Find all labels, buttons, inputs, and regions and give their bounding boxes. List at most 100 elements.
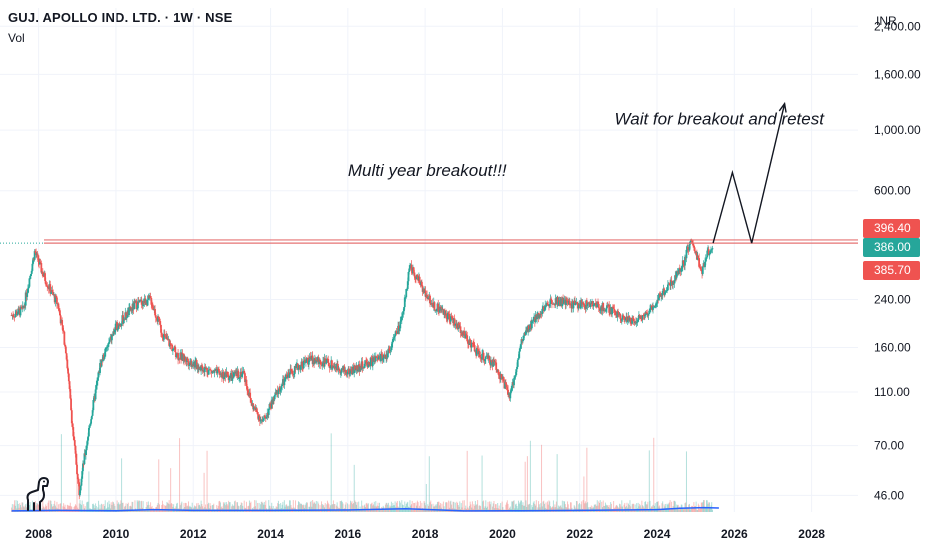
volume-bar (413, 502, 415, 512)
volume-bar (60, 503, 62, 512)
volume-bar (154, 509, 156, 512)
candle-body (664, 292, 666, 295)
volume-indicator-label[interactable]: Vol (8, 31, 25, 45)
candle-body (554, 304, 556, 306)
price-tick-label: 160.00 (874, 341, 911, 355)
candle-body (262, 418, 265, 421)
candle-body (375, 356, 378, 358)
candle-body (412, 267, 415, 273)
volume-bar (54, 505, 56, 512)
time-axis[interactable]: 2008 2010 2012 2014 2016 2018 2020 2022 2024 2026… (25, 527, 825, 541)
volume-bar (700, 507, 702, 512)
candle-body (710, 249, 713, 251)
volume-bar (544, 503, 545, 512)
volume-bar (189, 505, 191, 512)
candle-body (23, 305, 26, 308)
candle-body (18, 308, 20, 310)
volume-bars (11, 433, 713, 512)
volume-bar (578, 504, 580, 512)
volume-bar (547, 504, 549, 512)
volume-bar (315, 500, 317, 512)
candle-body (67, 373, 70, 382)
candle-body (632, 318, 634, 320)
candle-body (478, 351, 481, 358)
volume-bar (186, 506, 188, 512)
candle-body (522, 340, 524, 342)
candle-body (697, 255, 700, 259)
volume-bar (364, 504, 366, 512)
symbol-title[interactable]: GUJ. APOLLO IND. LTD. · 1W · NSE (8, 10, 233, 25)
volume-bar (159, 504, 160, 512)
candle-body (177, 353, 179, 360)
candle-body (596, 301, 599, 308)
volume-bar (67, 505, 69, 512)
candle-body (613, 308, 616, 312)
candle-body (169, 343, 172, 345)
volume-bar (497, 502, 499, 512)
candle-body (16, 313, 19, 316)
volume-bar (573, 505, 575, 512)
volume-bar (304, 505, 306, 512)
candle-body (606, 305, 608, 309)
volume-bar (255, 500, 257, 512)
candle-body (648, 310, 651, 314)
volume-bar (245, 501, 247, 512)
volume-bar (329, 505, 331, 512)
volume-bar (498, 505, 500, 512)
volume-bar (507, 503, 509, 512)
volume-bar (347, 509, 349, 512)
candle-body (364, 361, 367, 364)
candle-body (546, 302, 549, 305)
volume-bar (473, 504, 475, 512)
volume-bar (420, 509, 422, 512)
volume-bar (221, 506, 223, 512)
volume-bar (668, 503, 670, 512)
candle-body (133, 301, 136, 310)
candle-body (661, 291, 664, 296)
volume-bar (64, 504, 66, 512)
volume-bar (310, 500, 312, 512)
volume-bar (412, 509, 414, 512)
volume-bar (25, 504, 27, 512)
chart-header: GUJ. APOLLO IND. LTD. · 1W · NSE Vol (8, 10, 233, 45)
volume-bar (421, 502, 423, 512)
candle-body (632, 319, 635, 322)
volume-bar (647, 501, 649, 512)
candle-body (284, 378, 287, 380)
candle-body (626, 320, 629, 322)
candle-body (630, 323, 633, 325)
price-axis[interactable]: 2,400.00 1,600.00 1,000.00 600.00 240.00 160.… (874, 19, 921, 502)
candle-body (171, 349, 174, 352)
volume-bar (632, 503, 634, 512)
volume-bar (541, 444, 543, 512)
volume-bar (263, 504, 265, 512)
candle-body (265, 417, 268, 419)
candle-body (413, 272, 416, 277)
volume-bar (675, 508, 677, 512)
volume-bar (361, 505, 363, 512)
candle-body (361, 361, 364, 368)
candle-body (249, 392, 252, 399)
candle-body (548, 304, 551, 307)
candle-body (223, 376, 226, 380)
volume-bar (138, 500, 140, 512)
candle-body (465, 333, 468, 336)
volume-bar (596, 506, 598, 512)
volume-bar (657, 501, 659, 512)
candle-body (152, 306, 155, 311)
candle-body (381, 355, 384, 361)
candle-body (90, 415, 93, 420)
price-tick-label: 46.00 (874, 488, 904, 502)
candle-body (122, 319, 125, 324)
volume-bar (533, 501, 535, 512)
candle-body (286, 377, 289, 378)
candle-body (599, 309, 602, 311)
candle-body (394, 333, 397, 337)
volume-bar (248, 505, 250, 512)
candle-body (377, 356, 380, 360)
candle-body (42, 276, 45, 277)
volume-bar (556, 454, 558, 512)
candle-body (85, 450, 87, 456)
resistance-lines (0, 239, 858, 244)
